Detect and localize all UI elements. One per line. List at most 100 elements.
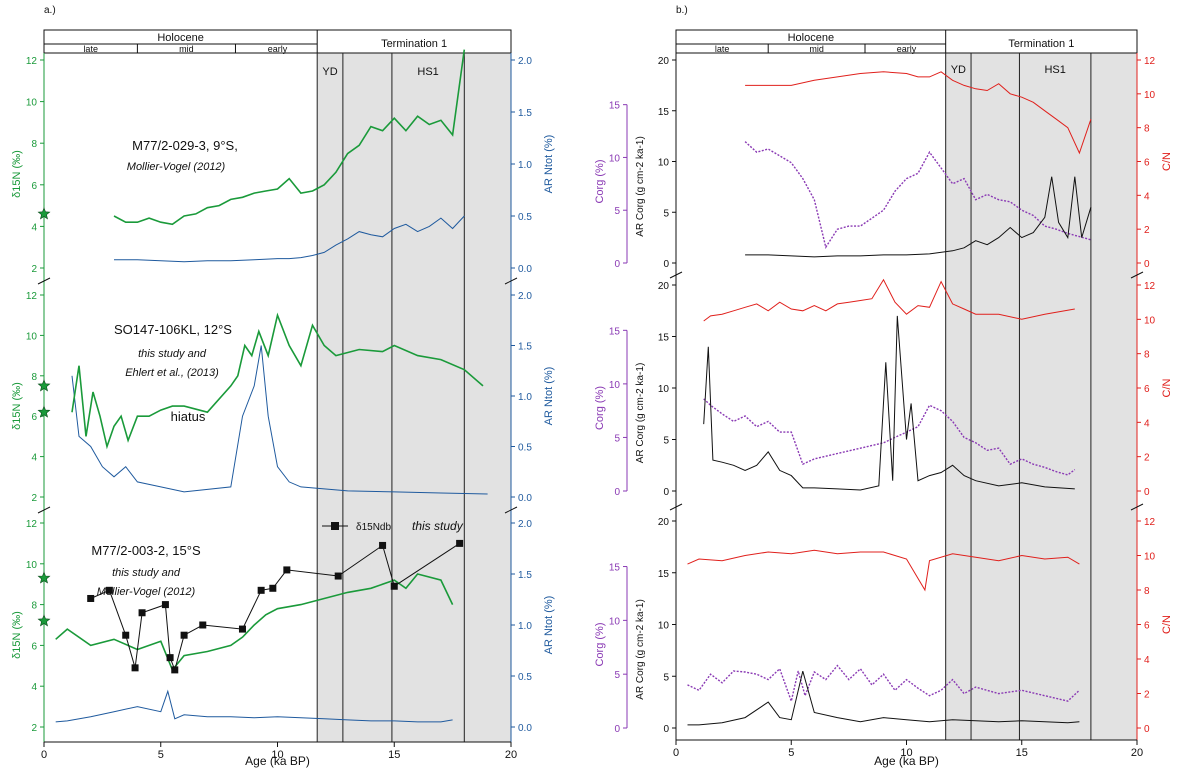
epoch-header-box — [43, 29, 512, 54]
cn-tick-label: 0 — [1144, 487, 1150, 498]
d15n-db-point — [390, 582, 398, 590]
right-tick-label: 2.0 — [518, 291, 532, 302]
x-tick-label: 20 — [1131, 747, 1143, 759]
ar-ntot-line-2 — [55, 689, 453, 723]
d15n-db-point — [161, 601, 169, 609]
ar-tick-label: 5 — [663, 208, 669, 219]
left-tick-label: 8 — [31, 139, 37, 150]
left-tick-label: 12 — [26, 291, 38, 302]
modern-value-star — [37, 207, 51, 220]
right-tick-label: 0.0 — [518, 723, 532, 734]
epoch-mid-label: mid — [809, 44, 824, 54]
d15n-db-point — [238, 625, 246, 633]
cn-tick-label: 6 — [1144, 384, 1150, 395]
ar-corg-line-0 — [745, 176, 1092, 258]
right-axis-label: AR Ntot (%) — [543, 596, 555, 655]
d15n-db-point — [334, 572, 342, 580]
right-axis-label: AR Ntot (%) — [543, 367, 555, 426]
cn-tick-label: 12 — [1144, 281, 1156, 292]
cn-axis-label: C/N — [1161, 615, 1173, 634]
d15n-db-point — [199, 621, 207, 629]
termination-shading — [945, 53, 1137, 740]
d15n-db-point — [138, 609, 146, 617]
cn-tick-label: 6 — [1144, 621, 1150, 632]
cn-tick-label: 4 — [1144, 191, 1150, 202]
ar-axis-label: AR Corg (g cm-2 ka-1) — [635, 599, 646, 700]
cn-tick-label: 10 — [1144, 90, 1156, 101]
panel-a: a.) Holocene Termination 1 late mid early YD HS… — [11, 5, 555, 768]
d15n-db-point — [131, 664, 139, 672]
axis-break-left — [37, 506, 51, 514]
corg-tick-label: 10 — [609, 380, 621, 391]
left-axis-label: δ15N (‰) — [11, 150, 23, 198]
left-tick-label: 2 — [31, 723, 37, 734]
ar-tick-label: 20 — [658, 281, 670, 292]
cn-tick-label: 12 — [1144, 517, 1156, 528]
d15n-db-point — [180, 631, 188, 639]
x-tick-label: 0 — [41, 749, 47, 761]
axis-break-left — [669, 271, 683, 279]
right-tick-label: 1.5 — [518, 108, 532, 119]
axis-break-right — [1130, 271, 1144, 279]
core3-ref1: this study and — [112, 567, 181, 579]
cn-tick-label: 0 — [1144, 259, 1150, 270]
corg-line-1 — [703, 398, 1076, 476]
ar-tick-label: 5 — [663, 672, 669, 683]
left-tick-label: 6 — [31, 181, 37, 192]
ar-ntot-line-1 — [71, 345, 488, 495]
corg-tick-label: 15 — [609, 101, 621, 112]
axis-break-right — [1130, 503, 1144, 511]
panel-b-label: b.) — [676, 5, 688, 16]
d15n-db-line — [90, 542, 460, 672]
left-tick-label: 8 — [31, 601, 37, 612]
axis-break-right — [504, 277, 518, 285]
left-tick-label: 10 — [26, 98, 38, 109]
left-tick-label: 12 — [26, 519, 38, 530]
core3-name: M77/2-003-2, 15°S — [91, 543, 201, 558]
cn-tick-label: 0 — [1144, 724, 1150, 735]
ar-tick-label: 20 — [658, 56, 670, 67]
epoch-early-label: early — [897, 44, 917, 54]
ar-corg-line-1 — [703, 315, 1075, 491]
right-tick-label: 2.0 — [518, 56, 532, 67]
x-tick-label: 5 — [788, 747, 794, 759]
core1-ref: Mollier-Vogel (2012) — [127, 161, 226, 173]
epoch-holocene-label: Holocene — [788, 32, 834, 44]
legend-db-label: δ15Ndb — [356, 522, 391, 533]
epoch-late-label: late — [715, 44, 730, 54]
cn-tick-label: 4 — [1144, 655, 1150, 666]
d15n-db-point — [122, 631, 130, 639]
hiatus-label: hiatus — [171, 409, 206, 424]
corg-line-0 — [744, 141, 1092, 249]
d15n-db-point — [456, 539, 464, 547]
ar-ntot-line-0 — [114, 215, 465, 263]
x-tick-label: 15 — [388, 749, 400, 761]
right-tick-label: 0.5 — [518, 672, 532, 683]
d15n-db-point — [257, 586, 265, 594]
epoch-early-label: early — [268, 44, 288, 54]
left-tick-label: 10 — [26, 331, 38, 342]
right-tick-label: 1.0 — [518, 621, 532, 632]
left-tick-label: 4 — [31, 222, 37, 233]
cn-axis-label: C/N — [1161, 152, 1173, 171]
d15n-db-point — [283, 566, 291, 574]
ar-tick-label: 15 — [658, 333, 670, 344]
right-tick-label: 1.0 — [518, 392, 532, 403]
right-tick-label: 1.5 — [518, 570, 532, 581]
corg-tick-label: 0 — [614, 259, 620, 270]
left-tick-label: 8 — [31, 372, 37, 383]
corg-tick-label: 15 — [609, 563, 621, 574]
right-tick-label: 2.0 — [518, 519, 532, 530]
left-tick-label: 12 — [26, 56, 38, 67]
core2-ref1: this study and — [138, 348, 207, 360]
x-tick-label: 0 — [673, 747, 679, 759]
x-axis-label: Age (ka BP) — [245, 754, 310, 768]
ar-tick-label: 10 — [658, 384, 670, 395]
axis-break-left — [37, 277, 51, 285]
left-tick-label: 4 — [31, 682, 37, 693]
cn-tick-label: 4 — [1144, 418, 1150, 429]
ar-tick-label: 0 — [663, 487, 669, 498]
d15n-db-point — [269, 584, 277, 592]
corg-tick-label: 0 — [614, 487, 620, 498]
ar-tick-label: 5 — [663, 436, 669, 447]
